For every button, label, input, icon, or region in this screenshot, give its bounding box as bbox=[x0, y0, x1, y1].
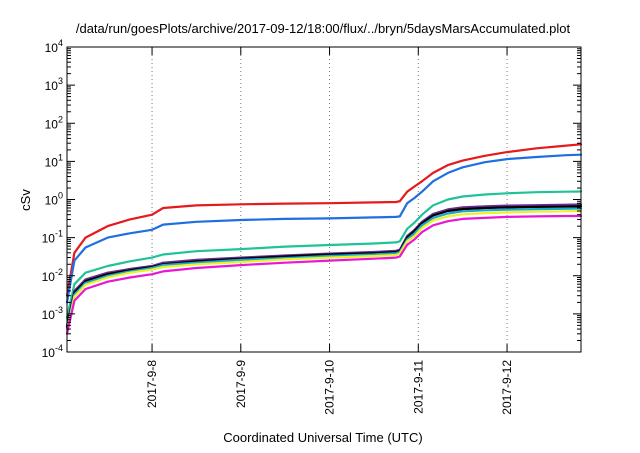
y-tick-label: 10-1 bbox=[42, 229, 63, 246]
y-tick-label: 10-3 bbox=[42, 305, 63, 322]
series-line-6 bbox=[65, 207, 583, 331]
x-tick-label: 2017-9-12 bbox=[500, 360, 514, 415]
y-tick-label: 10-2 bbox=[42, 267, 63, 284]
series-line-4 bbox=[65, 203, 583, 327]
y-axis-label: cSv bbox=[18, 189, 33, 211]
x-tick-label: 2017-9-9 bbox=[234, 360, 248, 408]
series-line-2 bbox=[65, 153, 583, 304]
x-tick-label: 2017-9-11 bbox=[411, 360, 425, 414]
x-axis-label: Coordinated Universal Time (UTC) bbox=[223, 430, 422, 445]
x-axis: 2017-9-8 2017-9-9 2017-9-10 2017-9-11 2017-9… bbox=[145, 47, 514, 415]
y-tick-label: 104 bbox=[45, 38, 63, 55]
y-tick-label: 103 bbox=[45, 76, 63, 93]
series-lines bbox=[65, 143, 583, 335]
plot-frame bbox=[66, 46, 582, 353]
chart-title: /data/run/goesPlots/archive/2017-09-12/1… bbox=[76, 21, 571, 36]
x-tick-label: 2017-9-10 bbox=[323, 360, 337, 415]
series-line-8 bbox=[65, 214, 583, 335]
y-tick-label: 102 bbox=[45, 114, 63, 131]
series-line-7 bbox=[65, 209, 583, 333]
y-tick-label: 101 bbox=[45, 152, 63, 169]
y-tick-label: 10-4 bbox=[42, 343, 63, 360]
x-tick-label: 2017-9-8 bbox=[145, 360, 159, 408]
y-axis: 10-4 10-3 10-2 10-1 100 101 102 103 104 bbox=[42, 38, 581, 360]
series-line-3 bbox=[65, 190, 583, 319]
series-line-5 bbox=[65, 205, 583, 329]
y-tick-label: 100 bbox=[45, 191, 63, 208]
series-line-1 bbox=[65, 143, 583, 297]
grid bbox=[151, 47, 508, 352]
